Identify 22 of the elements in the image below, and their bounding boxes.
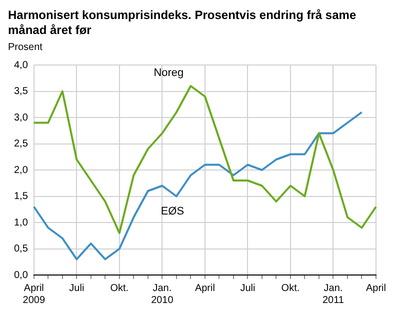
x-tick-label: Juli (240, 282, 256, 294)
x-tick-label: April (366, 282, 386, 294)
x-tick-label: Jan. 2010 (151, 282, 174, 306)
y-tick-label: 1,5 (14, 191, 28, 202)
chart-title: Harmonisert konsumprisindeks. Prosentvis endring frå same månad året før (8, 8, 358, 38)
y-tick-label: 2,5 (14, 138, 28, 150)
y-tick-label: 3,0 (14, 112, 28, 124)
series-label: EØS (160, 205, 184, 218)
x-tick-label: Okt. (110, 282, 129, 294)
y-tick-label: 0,5 (14, 244, 28, 254)
x-tick-label: April (194, 282, 215, 294)
x-tick-label: Jan. 2011 (322, 282, 344, 306)
y-tick-label: 3,5 (14, 86, 28, 97)
x-tick-label: Okt. (281, 282, 300, 294)
x-tick-label: April 2009 (22, 282, 46, 306)
y-axis-title: Prosent (8, 42, 44, 53)
x-tick-label: Juli (69, 282, 84, 294)
series-label: Noreg (154, 67, 184, 79)
y-tick-label: 4,0 (14, 60, 28, 71)
y-tick-label: 0,0 (14, 270, 28, 281)
y-tick-label: 1,0 (14, 217, 28, 228)
y-tick-label: 2,0 (14, 164, 28, 176)
